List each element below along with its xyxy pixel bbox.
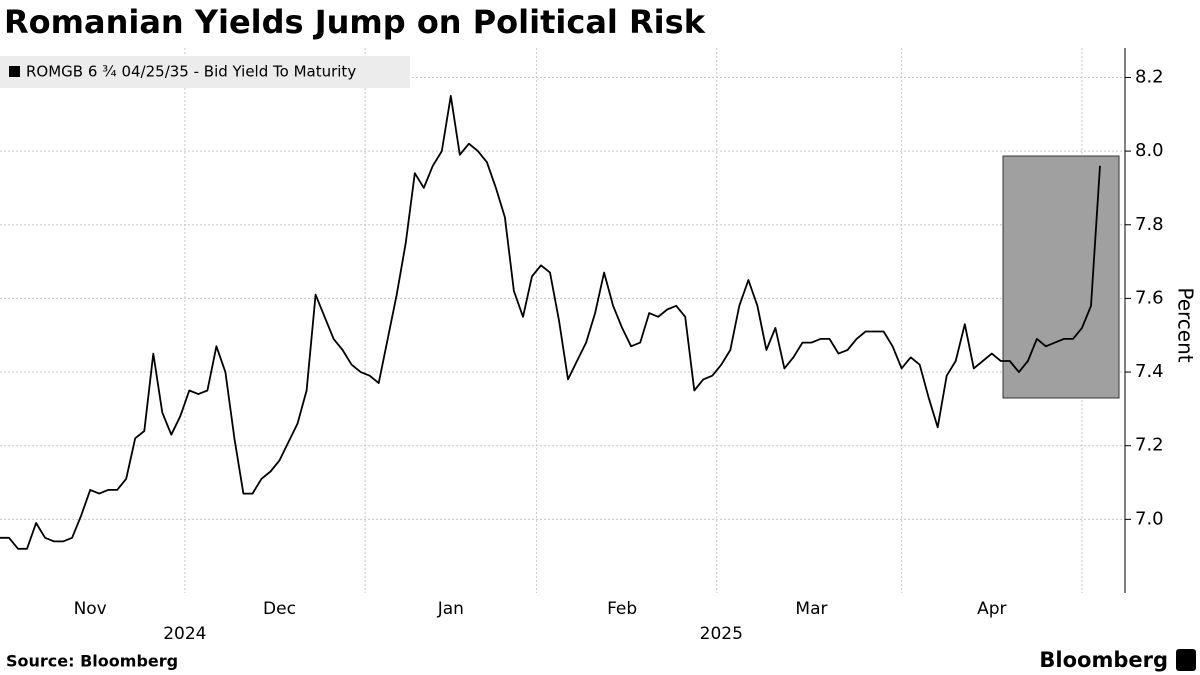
x-tick-label: Mar: [795, 599, 827, 619]
source: Source: Bloomberg: [6, 652, 178, 671]
brand: Bloomberg: [1039, 648, 1168, 672]
x-group-label: 2024: [163, 624, 206, 644]
y-axis-label: Percent: [1174, 287, 1198, 362]
x-group-label: 2025: [700, 624, 743, 644]
y-tick-label: 7.2: [1135, 435, 1164, 456]
legend-label: ROMGB 6 ¾ 04/25/35 - Bid Yield To Maturi…: [26, 63, 356, 81]
x-tick-label: Apr: [977, 599, 1006, 619]
y-tick-label: 8.2: [1135, 66, 1164, 87]
legend-swatch: [9, 66, 20, 77]
y-tick-label: 7.6: [1135, 287, 1164, 308]
y-tick-label: 7.4: [1135, 361, 1164, 382]
y-tick-label: 8.0: [1135, 140, 1164, 161]
y-tick-label: 7.0: [1135, 508, 1164, 529]
brand-icon: [1176, 649, 1196, 671]
x-tick-label: Nov: [74, 599, 107, 619]
y-tick-label: 7.8: [1135, 214, 1164, 235]
chart-title: Romanian Yields Jump on Political Risk: [4, 3, 706, 41]
x-tick-label: Dec: [263, 599, 296, 619]
legend-box: [0, 56, 410, 88]
highlight-box: [1002, 155, 1120, 399]
line: [0, 95, 1101, 550]
x-tick-label: Feb: [607, 599, 637, 619]
x-tick-label: Jan: [437, 599, 464, 619]
